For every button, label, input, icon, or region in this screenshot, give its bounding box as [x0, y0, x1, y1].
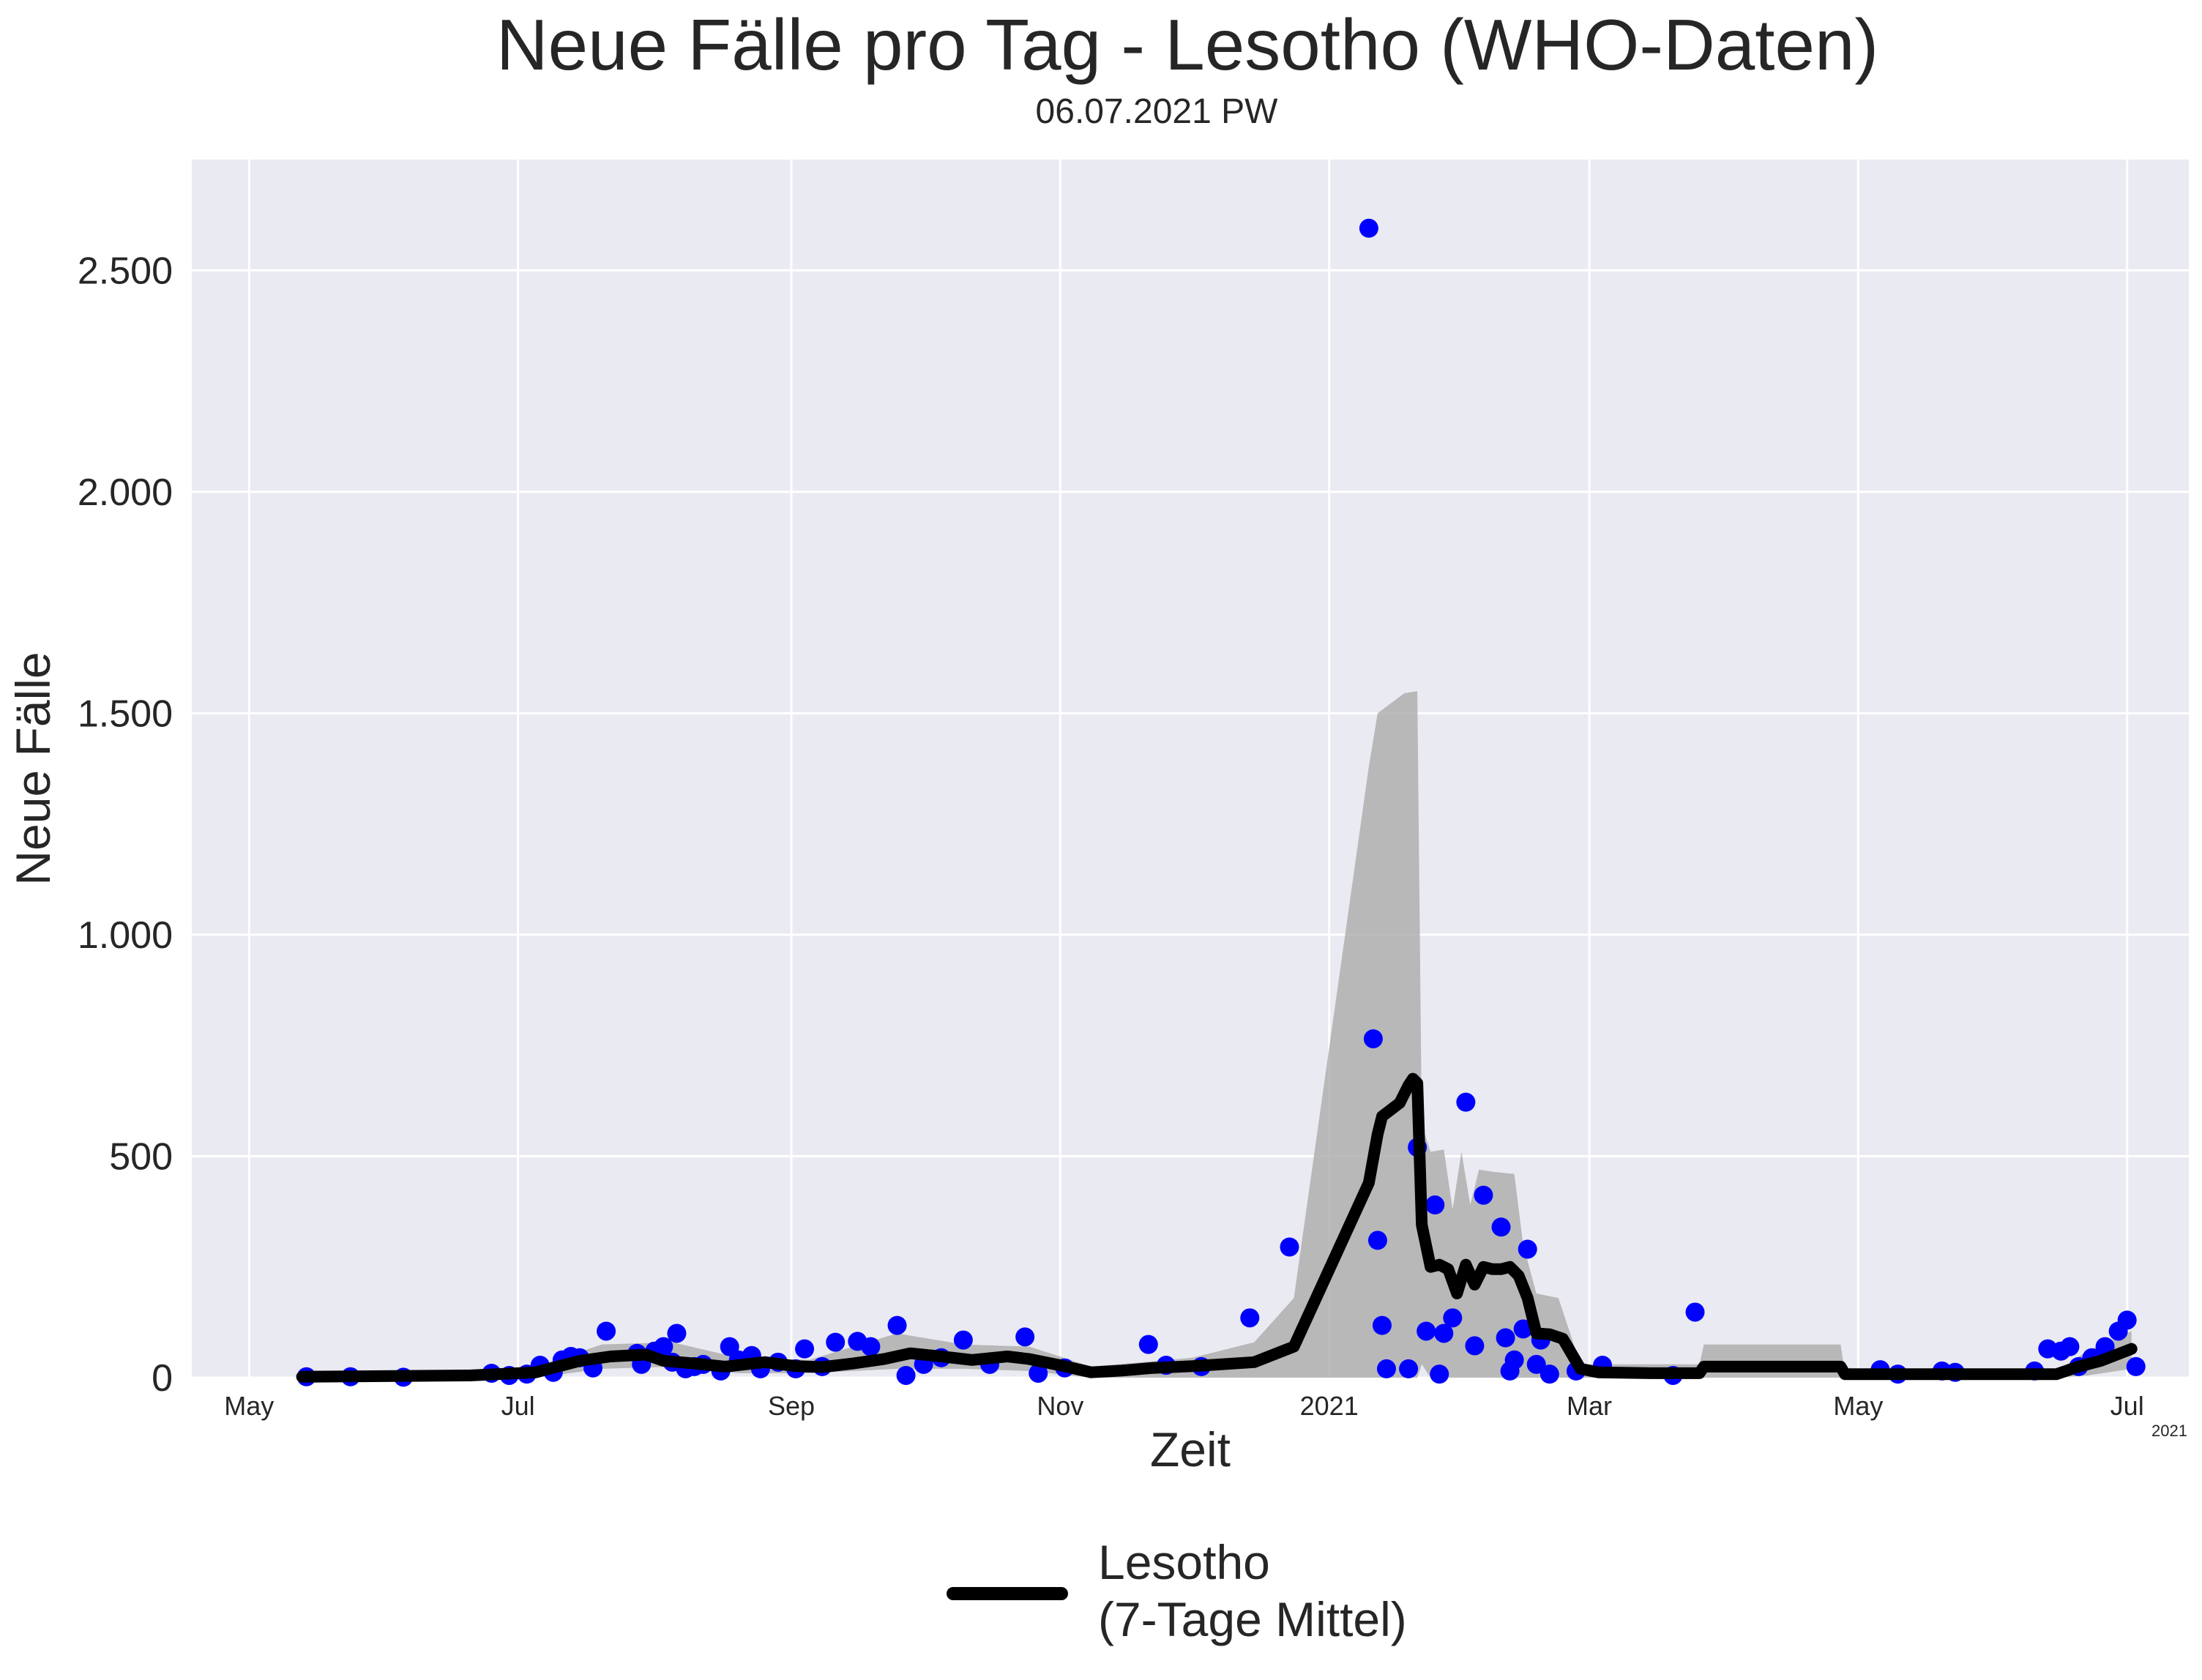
daily-cases-point: [1417, 1321, 1436, 1341]
daily-cases-point: [861, 1337, 881, 1356]
daily-cases-point: [1456, 1092, 1476, 1112]
daily-cases-point: [826, 1332, 846, 1352]
daily-cases-point: [654, 1337, 673, 1356]
x-tick-label: Mar: [1567, 1391, 1612, 1421]
legend-label-line: (7-Tage Mittel): [1098, 1592, 1407, 1646]
x-tick-label: May: [224, 1391, 274, 1421]
x-tick-label: May: [1833, 1391, 1883, 1421]
daily-cases-point: [1474, 1185, 1493, 1205]
daily-cases-point: [1685, 1302, 1705, 1322]
daily-cases-point: [1363, 1029, 1383, 1049]
daily-cases-point: [1399, 1359, 1419, 1378]
daily-cases-point: [1015, 1327, 1035, 1347]
daily-cases-point: [1138, 1334, 1158, 1354]
y-tick-label: 0: [152, 1357, 173, 1400]
daily-cases-point: [1504, 1350, 1524, 1370]
y-tick-label: 1.500: [78, 692, 173, 735]
x-axis-offset-label: 2021: [2151, 1422, 2187, 1440]
daily-cases-point: [1359, 218, 1378, 238]
x-tick-label: Jul: [2110, 1391, 2144, 1421]
legend: Lesotho (7-Tage Mittel): [947, 1535, 1407, 1646]
daily-cases-point: [795, 1339, 815, 1359]
daily-cases-point: [887, 1315, 907, 1335]
daily-cases-point: [1376, 1359, 1396, 1378]
daily-cases-point: [597, 1321, 616, 1341]
daily-cases-point: [1496, 1328, 1515, 1348]
seven-day-mean-line: [296, 1072, 2138, 1383]
daily-cases-point: [1434, 1324, 1454, 1343]
x-tick-label: 2021: [1300, 1391, 1359, 1421]
x-tick-label: Jul: [501, 1391, 535, 1421]
daily-cases-point: [896, 1365, 916, 1385]
x-tick-label: Sep: [768, 1391, 815, 1421]
daily-cases-point: [1372, 1315, 1392, 1335]
daily-cases-point: [1513, 1319, 1533, 1339]
y-tick-labels: 0 500 1.000 1.500 2.000 2.500: [78, 250, 173, 1400]
daily-cases-point: [1430, 1364, 1449, 1384]
daily-cases-point: [1539, 1364, 1559, 1384]
daily-cases-point: [1280, 1237, 1299, 1257]
daily-cases-point: [1465, 1336, 1485, 1356]
daily-cases-point: [1526, 1354, 1546, 1374]
y-axis-label: Neue Fälle: [6, 652, 60, 885]
y-tick-label: 1.000: [78, 914, 173, 957]
legend-label: Lesotho (7-Tage Mittel): [1098, 1535, 1407, 1646]
chart-subtitle: 06.07.2021 PW: [1036, 92, 1279, 131]
chart-title: Neue Fälle pro Tag - Lesotho (WHO-Daten): [496, 4, 1878, 85]
daily-cases-point: [1425, 1195, 1445, 1215]
daily-cases-point: [1518, 1239, 1537, 1259]
grid-lines: [192, 160, 2189, 1379]
daily-cases-point: [1029, 1363, 1048, 1383]
daily-cases-point: [667, 1324, 687, 1343]
daily-cases-point: [2126, 1356, 2146, 1376]
daily-cases-point: [953, 1330, 973, 1350]
x-tick-label: Nov: [1037, 1391, 1083, 1421]
daily-cases-point: [1443, 1308, 1463, 1328]
daily-cases-point: [1367, 1231, 1387, 1250]
line-layer: [296, 1072, 2138, 1383]
legend-label-line: Lesotho: [1098, 1535, 1270, 1589]
x-tick-labels: May Jul Sep Nov 2021 Mar May Jul: [224, 1391, 2143, 1421]
x-axis-label: Zeit: [1150, 1422, 1231, 1476]
daily-cases-point: [2060, 1337, 2080, 1356]
daily-cases-point: [1240, 1308, 1260, 1328]
y-tick-label: 2.000: [78, 471, 173, 514]
y-tick-label: 500: [109, 1135, 173, 1178]
y-tick-label: 2.500: [78, 250, 173, 292]
plot-area: [192, 160, 2189, 1378]
daily-cases-point: [2117, 1310, 2137, 1330]
daily-cases-point: [1491, 1217, 1511, 1237]
